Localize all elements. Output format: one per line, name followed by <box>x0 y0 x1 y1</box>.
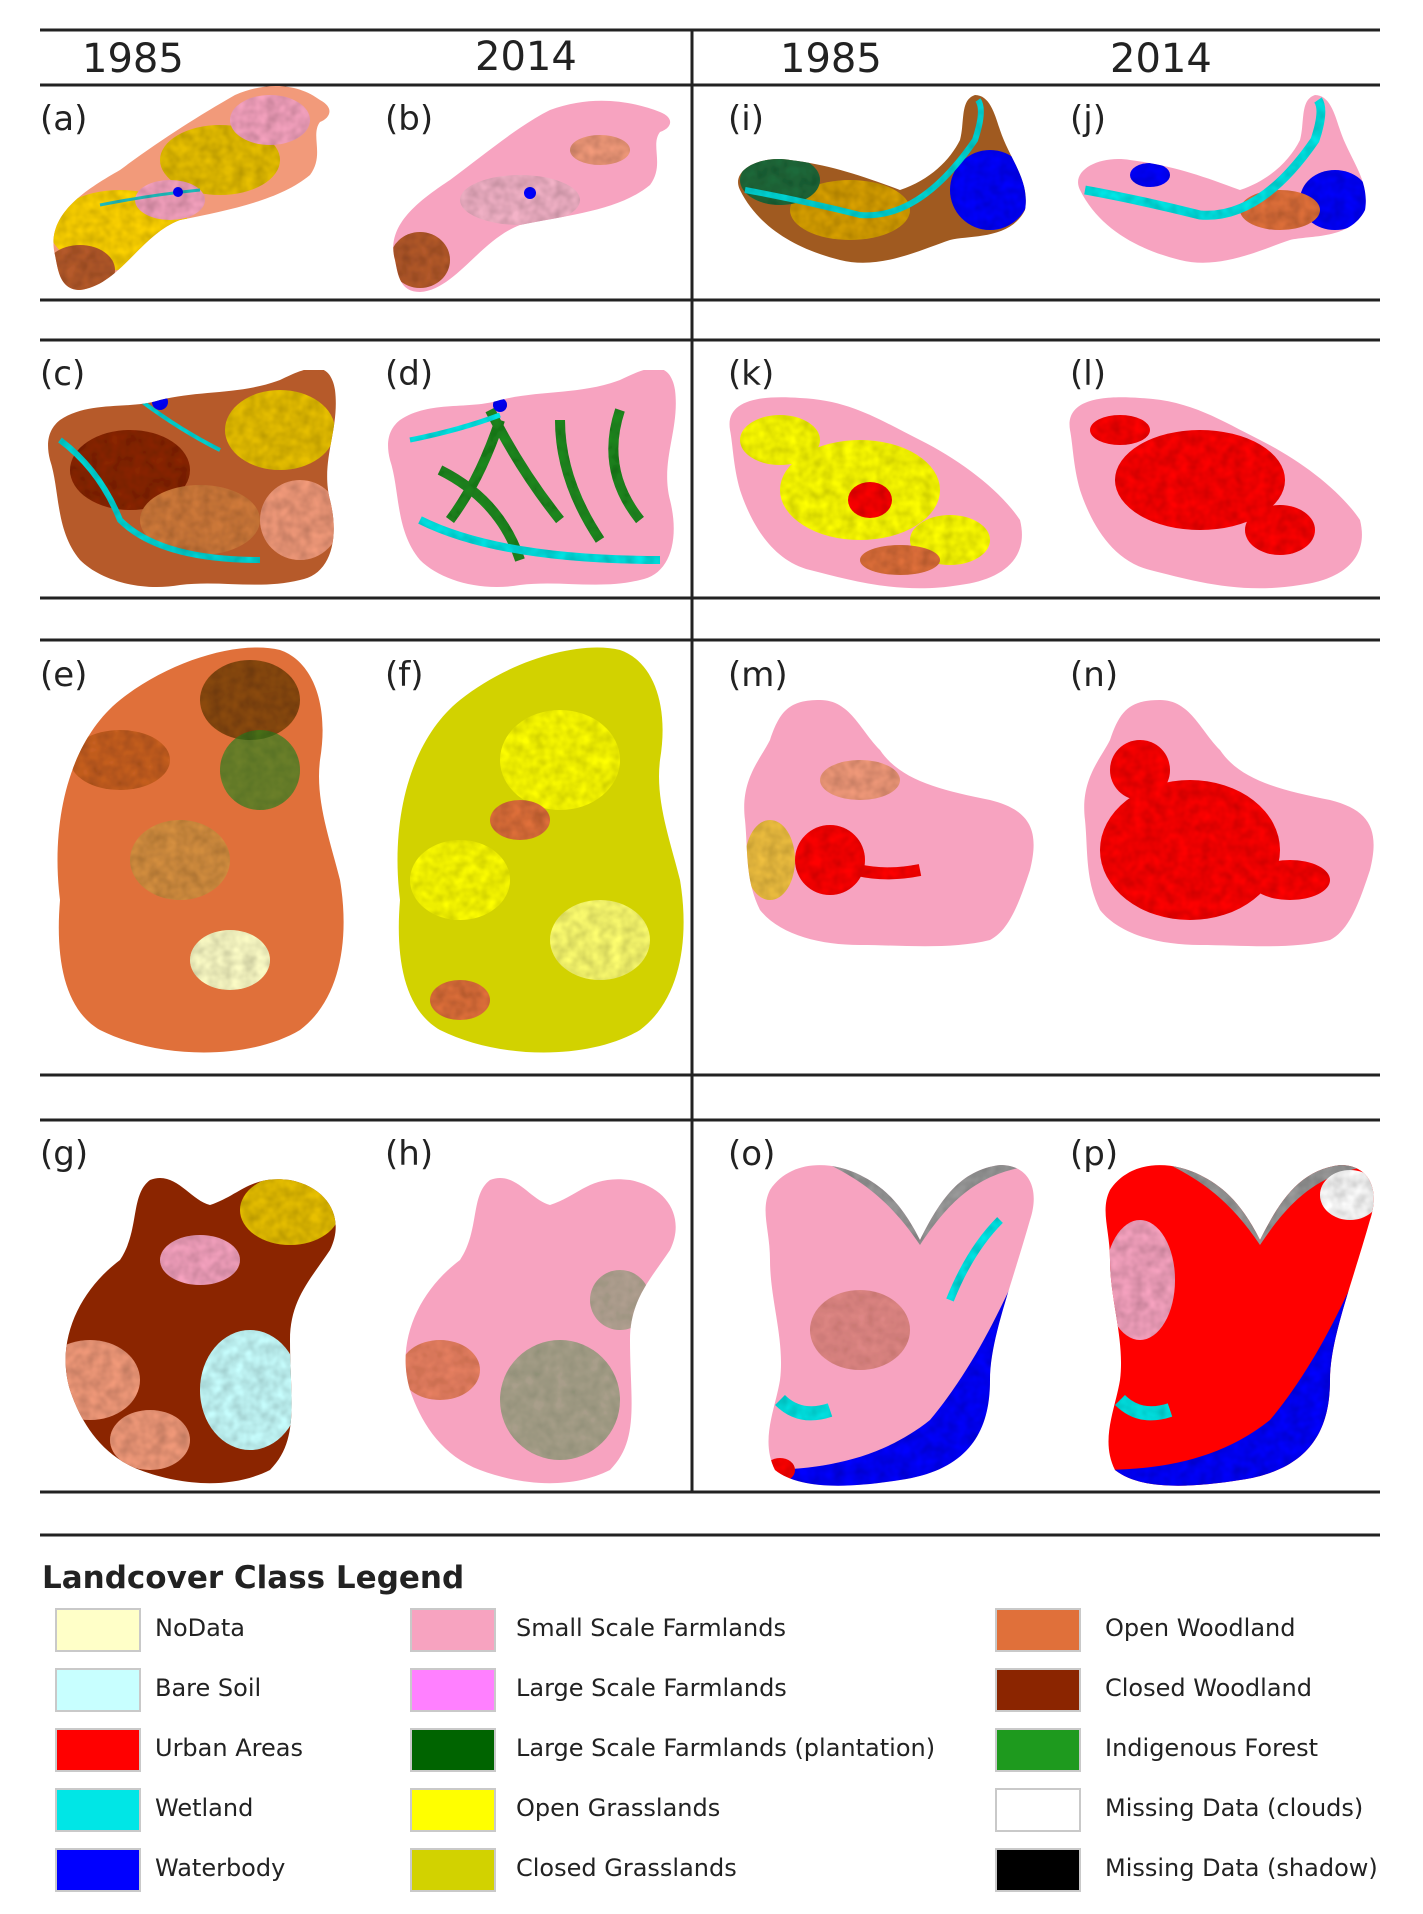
legend-label: Small Scale Farmlands <box>516 1614 786 1642</box>
panel-label-e: (e) <box>40 655 87 695</box>
panel-label-m: (m) <box>728 655 788 695</box>
legend-label: Open Grasslands <box>516 1794 721 1822</box>
panel-label-o: (o) <box>728 1134 775 1174</box>
legend-label: Indigenous Forest <box>1105 1734 1319 1762</box>
legend-swatch <box>410 1728 496 1772</box>
year-header-right-1985: 1985 <box>780 36 882 82</box>
legend-swatch <box>410 1608 496 1652</box>
legend-swatch <box>410 1848 496 1892</box>
legend-swatch <box>995 1728 1081 1772</box>
panel-label-g: (g) <box>40 1134 88 1174</box>
panel-label-b: (b) <box>385 99 433 139</box>
legend-swatch <box>995 1608 1081 1652</box>
legend-swatch <box>55 1608 141 1652</box>
legend-label: Large Scale Farmlands <box>516 1674 787 1702</box>
legend-title: Landcover Class Legend <box>42 1560 465 1596</box>
legend-label: Closed Woodland <box>1105 1674 1312 1702</box>
panel-label-c: (c) <box>40 354 85 394</box>
legend-label: Large Scale Farmlands (plantation) <box>516 1734 936 1762</box>
map-panel-h <box>405 1177 676 1484</box>
legend-swatch <box>995 1788 1081 1832</box>
map-panel-k <box>729 397 1022 589</box>
year-header-left-2014: 2014 <box>475 34 577 80</box>
map-panel-f <box>397 647 684 1053</box>
legend-label: Closed Grasslands <box>516 1854 737 1882</box>
panel-label-a: (a) <box>40 99 87 139</box>
map-panel-o <box>765 1165 1034 1486</box>
legend-label: Urban Areas <box>155 1734 303 1762</box>
map-panel-g <box>65 1177 336 1484</box>
year-header-left-1985: 1985 <box>82 36 184 82</box>
panel-label-k: (k) <box>728 354 774 394</box>
panel-rules <box>40 28 1380 1537</box>
panel-label-h: (h) <box>385 1134 433 1174</box>
legend-label: Bare Soil <box>155 1674 262 1702</box>
legend-label: Open Woodland <box>1105 1614 1296 1642</box>
legend-swatch <box>995 1668 1081 1712</box>
panel-label-j: (j) <box>1070 99 1106 139</box>
panel-label-f: (f) <box>385 655 424 695</box>
landcover-legend: Landcover Class Legend NoData Bare Soil … <box>40 1560 1400 1900</box>
year-header-right-2014: 2014 <box>1110 36 1212 82</box>
map-panel-i <box>738 95 1026 263</box>
panel-label-n: (n) <box>1070 655 1118 695</box>
map-panel-j <box>1078 95 1366 263</box>
panel-label-i: (i) <box>728 99 764 139</box>
panel-label-p: (p) <box>1070 1134 1118 1174</box>
legend-label: Missing Data (shadow) <box>1105 1854 1378 1882</box>
legend-swatch <box>410 1788 496 1832</box>
panel-label-d: (d) <box>385 354 433 394</box>
legend-swatch <box>55 1668 141 1712</box>
map-panel-d <box>388 370 676 588</box>
legend-swatch <box>55 1728 141 1772</box>
map-panel-l <box>1069 397 1362 589</box>
map-panel-p <box>1105 1165 1374 1486</box>
legend-swatch <box>55 1848 141 1892</box>
map-panel-m <box>744 700 1034 947</box>
map-panel-e <box>57 647 344 1053</box>
legend-swatch <box>410 1668 496 1712</box>
map-panel-c <box>48 370 336 588</box>
legend-swatch <box>55 1788 141 1832</box>
panel-label-l: (l) <box>1070 354 1106 394</box>
legend-swatch <box>995 1848 1081 1892</box>
legend-label: Missing Data (clouds) <box>1105 1794 1364 1822</box>
legend-label: NoData <box>155 1614 245 1642</box>
legend-label: Wetland <box>155 1794 254 1822</box>
legend-label: Waterbody <box>155 1854 286 1882</box>
map-panel-n <box>1084 700 1374 947</box>
